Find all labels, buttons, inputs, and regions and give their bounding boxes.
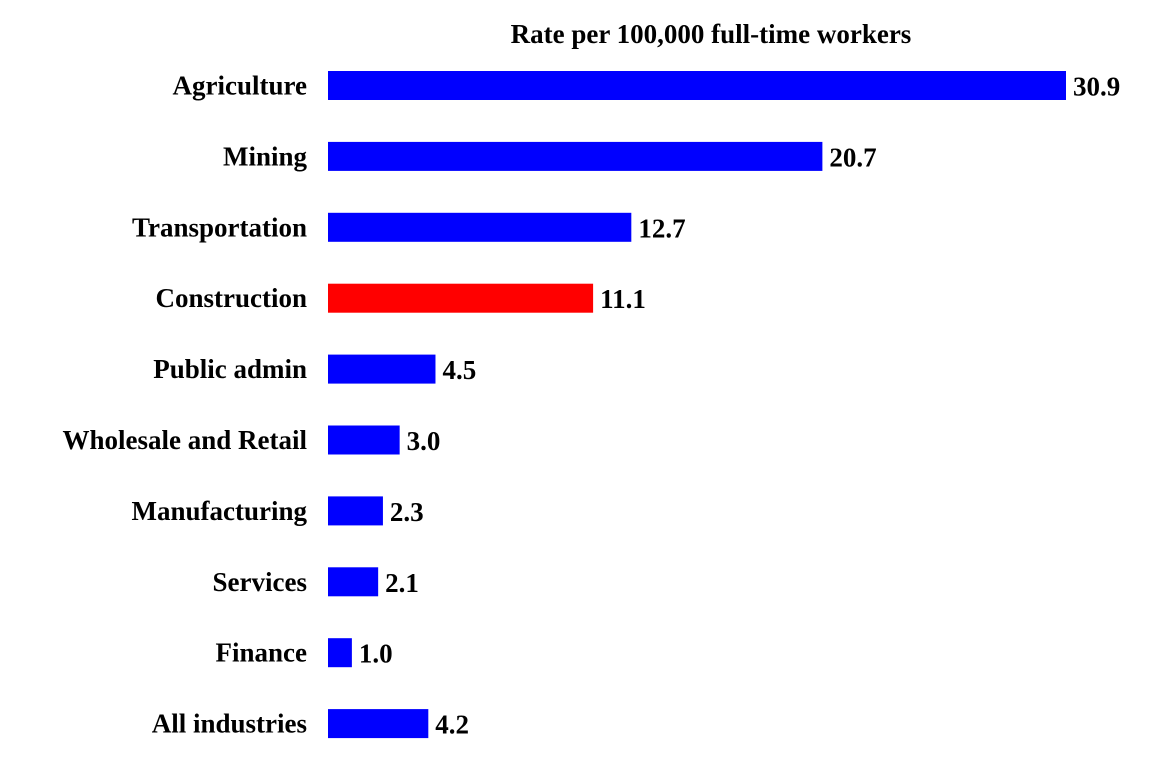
value-label-wholesale-and-retail: 3.0	[407, 426, 441, 456]
bar-mining	[328, 141, 823, 171]
bar-construction	[328, 283, 594, 313]
bar-transportation	[328, 212, 632, 242]
category-label-services: Services	[213, 567, 307, 597]
value-label-transportation: 12.7	[638, 213, 685, 243]
value-labels: 30.9 20.7 12.7 11.1 4.5 3.0 2.3 2.1 1.0 4.2	[359, 72, 1120, 740]
bar-all-industries	[328, 709, 429, 739]
value-label-manufacturing: 2.3	[390, 497, 424, 527]
bars	[328, 71, 1066, 739]
bar-agriculture	[328, 71, 1066, 100]
category-label-construction: Construction	[155, 283, 307, 313]
value-label-all-industries: 4.2	[435, 710, 469, 740]
bar-services	[328, 567, 379, 597]
category-label-agriculture: Agriculture	[173, 71, 307, 101]
chart-title: Rate per 100,000 full-time workers	[511, 19, 912, 49]
bar-public-admin	[328, 354, 436, 384]
value-label-agriculture: 30.9	[1073, 72, 1120, 102]
bar-wholesale-and-retail	[328, 425, 400, 455]
value-label-public-admin: 4.5	[442, 355, 476, 385]
category-label-public-admin: Public admin	[153, 354, 307, 384]
category-label-all-industries: All industries	[152, 709, 307, 739]
category-label-mining: Mining	[223, 141, 308, 171]
category-label-finance: Finance	[216, 638, 308, 668]
value-label-services: 2.1	[385, 568, 419, 598]
value-label-finance: 1.0	[359, 639, 393, 669]
category-labels: Agriculture Mining Transportation Construct…	[62, 71, 307, 739]
category-label-transportation: Transportation	[132, 212, 307, 242]
value-label-construction: 11.1	[600, 284, 646, 314]
value-label-mining: 20.7	[829, 142, 876, 172]
category-label-wholesale-and-retail: Wholesale and Retail	[62, 425, 307, 455]
bar-finance	[328, 638, 352, 668]
bar-manufacturing	[328, 496, 383, 526]
category-label-manufacturing: Manufacturing	[132, 496, 308, 526]
